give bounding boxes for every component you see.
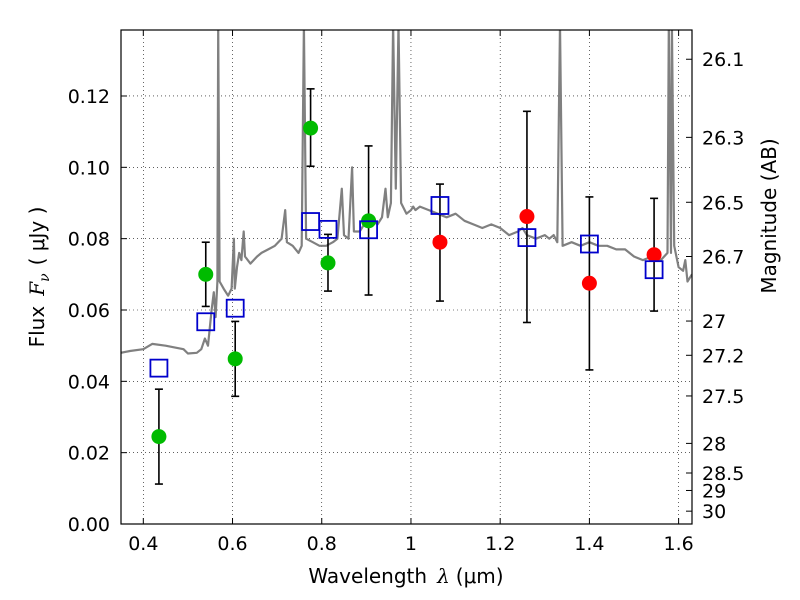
red-data-point: [519, 209, 535, 225]
model-photometry-square: [359, 220, 378, 240]
y2-tick-label: 26.1: [702, 49, 744, 71]
model-photometry-square: [149, 358, 169, 378]
model-photometry-square: [517, 228, 537, 247]
x-tick-label: 1.4: [574, 533, 604, 555]
x-tick-label: 1.6: [664, 533, 694, 555]
y-tick-label: 0.06: [68, 300, 110, 322]
plot-frame: [120, 29, 693, 525]
y2-tick-label: 27: [702, 311, 726, 333]
y-tick-label: 0.00: [68, 514, 110, 536]
x-tick-label: 0.6: [217, 533, 247, 555]
red-data-point: [581, 275, 597, 291]
model-photometry-square: [318, 219, 338, 239]
model-photometry-square: [225, 298, 245, 318]
data-points-layer: [149, 88, 664, 485]
y2-tick-label: 26.5: [702, 192, 744, 214]
x-tick-label: 1: [405, 533, 417, 555]
y2-tick-label: 29: [702, 480, 726, 502]
y-tick-label: 0.02: [68, 443, 110, 465]
x-tick-label: 0.8: [307, 533, 337, 555]
y-axis-title: FluxFν( μJy ): [25, 207, 53, 348]
model-photometry-square: [196, 312, 216, 332]
y2-tick-label: 27.2: [702, 345, 744, 367]
y2-tick-label: 28.5: [702, 463, 744, 485]
y2-axis-title: Magnitude (AB): [757, 138, 781, 293]
ticks: 0.4 0.6 0.8 1 1.2 1.4 1.6 0.00 0.02 0.04 0.06 0.08 0…: [68, 30, 744, 555]
x-axis-title: Wavelength λ (μm): [308, 564, 503, 588]
green-data-point: [227, 351, 243, 367]
y2-tick-label: 28: [702, 433, 726, 455]
x-tick-label: 0.4: [128, 533, 158, 555]
green-data-point: [151, 429, 167, 445]
green-data-point: [320, 255, 336, 271]
red-data-point: [646, 247, 662, 263]
y-tick-label: 0.04: [68, 371, 110, 393]
y-tick-label: 0.12: [68, 86, 110, 108]
y2-tick-label: 26.7: [702, 246, 744, 268]
y-tick-label: 0.10: [68, 157, 110, 179]
y-tick-label: 0.08: [68, 229, 110, 251]
y2-tick-label: 27.5: [702, 386, 744, 408]
green-data-point: [198, 266, 214, 282]
model-photometry-square: [579, 234, 599, 254]
y2-tick-label: 26.3: [702, 127, 744, 149]
x-tick-label: 1.2: [485, 533, 515, 555]
model-photometry-square: [430, 196, 450, 215]
plot-background: [121, 30, 692, 524]
red-data-point: [432, 234, 448, 250]
y2-tick-label: 30: [702, 501, 726, 523]
model-photometry-square: [644, 260, 664, 280]
green-data-point: [303, 120, 319, 136]
